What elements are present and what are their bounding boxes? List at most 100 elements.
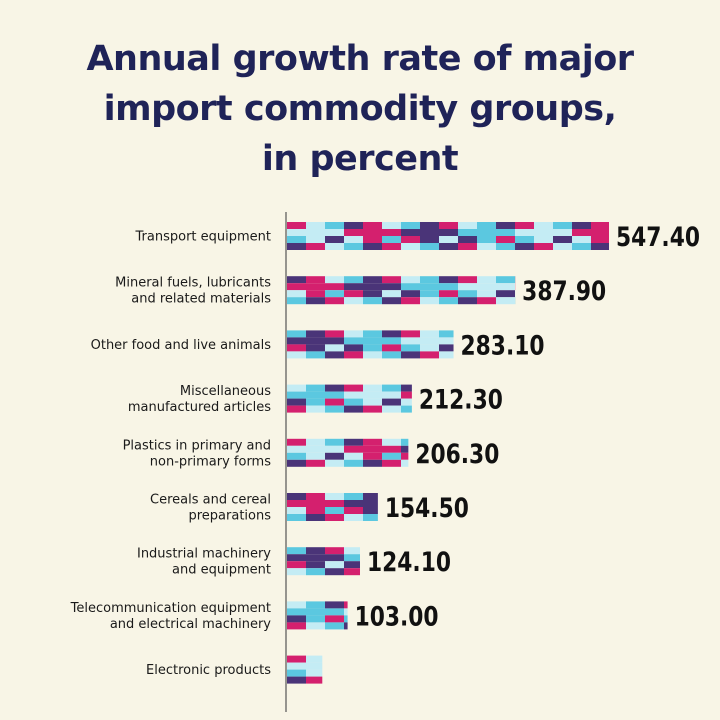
bar-tile (363, 276, 382, 284)
bar-tile (382, 290, 401, 298)
chart-title: Annual growth rate of major import commo… (0, 34, 720, 184)
bar-3 (287, 384, 412, 413)
bar-tile (382, 459, 401, 467)
bar-tile (287, 243, 306, 250)
bar-tile (363, 283, 382, 291)
bar-tile (534, 236, 553, 243)
bar-tile (287, 655, 306, 663)
bar-tile (287, 507, 306, 514)
bar-tile (363, 330, 382, 338)
bar-tile (382, 452, 401, 460)
bar-tile (325, 554, 344, 562)
bar-tile (287, 290, 306, 298)
bar-tile (306, 222, 325, 229)
bar-tile (515, 243, 534, 250)
bar-tile (382, 405, 401, 413)
bar-tile (287, 337, 306, 345)
category-label-3: Miscellaneous manufactured articles (128, 384, 271, 415)
bar-tile (420, 351, 439, 359)
value-label-5: 154.50 (385, 493, 469, 524)
bar-tile (306, 655, 323, 663)
bar-tile (382, 276, 401, 284)
bar-tile (363, 243, 382, 250)
bar-tile (287, 405, 306, 413)
bar-tile (363, 297, 382, 305)
bar-tile (344, 398, 363, 406)
title-line-2: import commodity groups, (103, 89, 617, 129)
bar-tile (344, 601, 348, 609)
bar-tile (401, 438, 409, 446)
bar-tile (287, 236, 306, 243)
bar-tile (287, 459, 306, 467)
bar-tile (477, 243, 496, 250)
bar-tile (325, 344, 344, 352)
bar-tile (325, 615, 344, 623)
bar-tile (382, 236, 401, 243)
bar-tile (344, 514, 363, 521)
bar-tile (363, 337, 382, 345)
bar-tile (401, 236, 420, 243)
bar-tile (306, 229, 325, 236)
bar-tile (382, 243, 401, 250)
bar-tile (534, 243, 553, 250)
bar-tile (363, 384, 382, 392)
bar-tile (439, 330, 454, 338)
value-label-2: 283.10 (461, 330, 545, 361)
bar-tile (325, 243, 344, 250)
bar-tile (496, 236, 515, 243)
bar-tile (344, 452, 363, 460)
bar-tile (306, 514, 325, 521)
bar-tile (401, 276, 420, 284)
value-label-6: 124.10 (367, 547, 451, 578)
bar-tile (401, 384, 412, 392)
bar-tile (344, 236, 363, 243)
bar-tile (401, 452, 409, 460)
bar-tile (306, 669, 323, 677)
bar-tile (344, 615, 348, 623)
bar-tile (287, 608, 306, 616)
bar-tile (325, 547, 344, 555)
bar-tile (439, 243, 458, 250)
bar-tile (325, 222, 344, 229)
bar-tile (287, 384, 306, 392)
bar-tile (287, 452, 306, 460)
bar-tile (363, 344, 382, 352)
bar-tile (363, 290, 382, 298)
bar-tile (439, 290, 458, 298)
value-label-3: 212.30 (419, 385, 503, 416)
bar-tile (401, 405, 412, 413)
category-label-6: Industrial machinery and equipment (137, 547, 271, 578)
bar-tile (401, 330, 420, 338)
bar-tile (458, 290, 477, 298)
bar-tile (363, 351, 382, 359)
bar-tile (553, 229, 572, 236)
bar-tile (287, 344, 306, 352)
bar-tile (344, 276, 363, 284)
bar-tile (325, 398, 344, 406)
bar-tile (420, 290, 439, 298)
bar-tile (287, 438, 306, 446)
bar-tile (420, 330, 439, 338)
bar-tile (439, 229, 458, 236)
bar-tile (306, 283, 325, 291)
bar-tile (344, 445, 363, 453)
bar-tile (401, 290, 420, 298)
bar-tile (363, 445, 382, 453)
bar-tile (306, 398, 325, 406)
bar-tile (325, 514, 344, 521)
bar-tile (572, 236, 591, 243)
bar-tile (439, 351, 454, 359)
bar-tile (458, 297, 477, 305)
bar-tile (306, 568, 325, 576)
bar-tile (382, 283, 401, 291)
bar-tile (287, 669, 306, 677)
bar-tile (287, 568, 306, 576)
bar-tile (496, 283, 515, 291)
bar-tile (420, 222, 439, 229)
bar-tile (363, 405, 382, 413)
bar-tile (458, 243, 477, 250)
bar-tile (344, 283, 363, 291)
bar-tile (344, 297, 363, 305)
bar-tile (344, 290, 363, 298)
bar-tile (287, 222, 306, 229)
